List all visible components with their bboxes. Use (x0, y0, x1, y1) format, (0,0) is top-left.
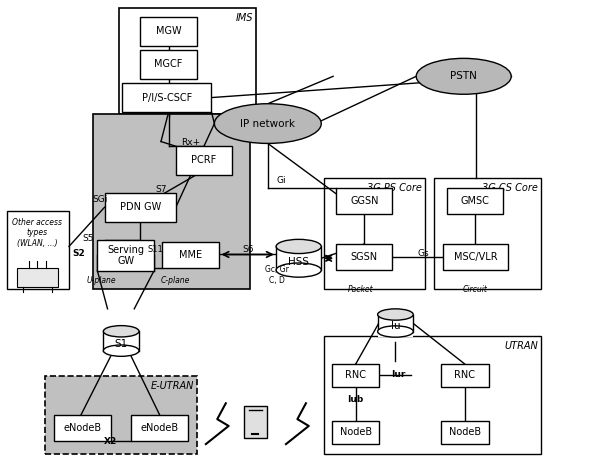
Text: Gc, Gr
C, D: Gc, Gr C, D (265, 265, 289, 284)
Text: Serving
GW: Serving GW (107, 245, 144, 266)
Text: HSS: HSS (288, 257, 309, 267)
Text: RNC: RNC (455, 371, 475, 381)
Text: eNodeB: eNodeB (63, 423, 101, 433)
Text: GGSN: GGSN (350, 196, 378, 206)
Bar (120, 8, 256, 114)
Bar (162, 242, 218, 268)
Ellipse shape (276, 263, 321, 277)
Text: IP network: IP network (240, 118, 295, 128)
Bar (244, 406, 267, 438)
Bar (332, 421, 380, 444)
Text: NodeB: NodeB (340, 427, 372, 437)
Text: P/I/S-CSCF: P/I/S-CSCF (142, 92, 192, 102)
Bar (441, 364, 488, 387)
Text: Iub: Iub (347, 395, 364, 403)
Text: S2: S2 (73, 249, 86, 258)
Ellipse shape (416, 58, 511, 94)
Bar (54, 415, 111, 441)
Bar (324, 336, 541, 455)
Text: GMSC: GMSC (461, 196, 490, 206)
Text: SGSN: SGSN (350, 252, 378, 262)
Text: S7: S7 (155, 185, 167, 194)
Text: Rx+: Rx+ (181, 138, 200, 147)
Text: S1: S1 (115, 339, 128, 349)
Text: MGW: MGW (155, 27, 181, 36)
Text: PDN GW: PDN GW (120, 202, 161, 212)
Text: X2: X2 (104, 437, 117, 446)
Text: C-plane: C-plane (161, 276, 190, 285)
Bar (93, 114, 250, 289)
Bar (140, 50, 196, 79)
Bar (336, 188, 393, 214)
Bar (7, 211, 69, 289)
Text: Iu: Iu (391, 321, 400, 331)
Bar (324, 178, 425, 289)
Text: MGCF: MGCF (154, 60, 183, 70)
Text: Other access
types
(WLAN, ...): Other access types (WLAN, ...) (12, 218, 62, 248)
Bar (131, 415, 187, 441)
Text: Packet: Packet (348, 285, 374, 294)
Ellipse shape (104, 326, 139, 337)
Bar (176, 146, 232, 174)
Text: PCRF: PCRF (192, 155, 217, 165)
Bar (434, 178, 541, 289)
Text: MSC/VLR: MSC/VLR (454, 252, 497, 262)
Bar (332, 364, 380, 387)
Text: U-plane: U-plane (87, 276, 117, 285)
Text: S6: S6 (242, 245, 253, 254)
Bar (378, 315, 414, 337)
Ellipse shape (378, 326, 414, 337)
Text: Gs: Gs (418, 249, 429, 258)
Bar (336, 244, 393, 270)
Text: eNodeB: eNodeB (140, 423, 178, 433)
Ellipse shape (104, 345, 139, 356)
Ellipse shape (276, 239, 321, 254)
Text: EPC: EPC (228, 119, 247, 129)
Bar (123, 83, 211, 112)
Bar (17, 268, 58, 287)
Bar (140, 17, 196, 46)
Bar (276, 246, 321, 277)
Bar (443, 244, 508, 270)
Text: S11: S11 (147, 245, 163, 254)
Ellipse shape (378, 309, 414, 320)
Text: RNC: RNC (345, 371, 366, 381)
Text: 3G PS Core: 3G PS Core (367, 182, 422, 192)
Text: IMS: IMS (236, 12, 253, 22)
Bar (45, 376, 196, 455)
Text: Circuit: Circuit (463, 285, 488, 294)
Text: Gi: Gi (276, 176, 286, 185)
Text: UTRAN: UTRAN (504, 341, 538, 351)
Text: E-UTRAN: E-UTRAN (151, 381, 193, 391)
Bar (105, 192, 176, 222)
Text: 3G CS Core: 3G CS Core (482, 182, 538, 192)
Ellipse shape (214, 104, 321, 144)
Text: Iur: Iur (392, 370, 406, 379)
Bar (447, 188, 503, 214)
Bar (104, 331, 139, 356)
Text: SGi: SGi (93, 195, 108, 204)
Text: PSTN: PSTN (450, 71, 477, 82)
Bar (98, 240, 154, 271)
Text: NodeB: NodeB (449, 427, 481, 437)
Text: S5: S5 (82, 234, 93, 243)
Bar (441, 421, 488, 444)
Text: MME: MME (178, 250, 202, 260)
